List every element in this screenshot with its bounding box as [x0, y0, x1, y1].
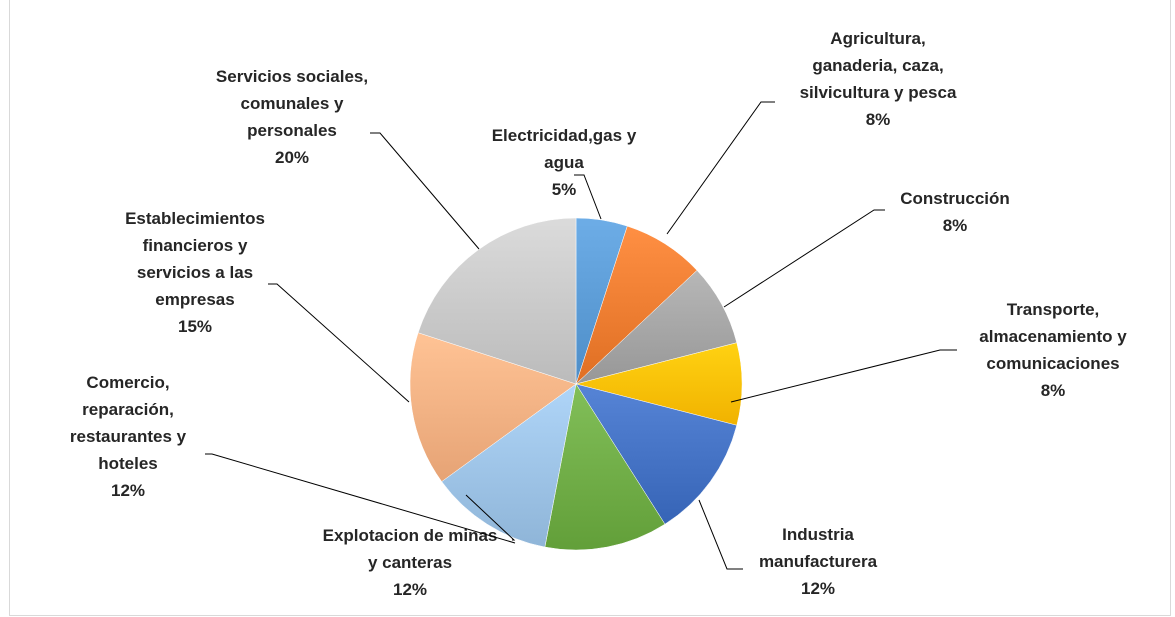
- data-label-value: 8%: [866, 110, 891, 129]
- data-label: Industria manufacturera 12%: [759, 525, 878, 598]
- data-label-text: restaurantes y: [70, 427, 187, 446]
- data-label: Agricultura, ganaderia, caza, silvicultura…: [800, 29, 957, 129]
- data-label-text: Electricidad,gas y: [492, 126, 637, 145]
- data-label-text: comunales y: [241, 94, 345, 113]
- data-label-text: silvicultura y pesca: [800, 83, 957, 102]
- data-label: Explotacion de minas y canteras 12%: [323, 526, 498, 599]
- pie-slice: [441, 383, 577, 548]
- data-label-text: Construcción: [900, 189, 1010, 208]
- pie-slice: [544, 383, 666, 551]
- data-label-value: 12%: [393, 580, 427, 599]
- data-label-value: 12%: [801, 579, 835, 598]
- data-label-text: comunicaciones: [986, 354, 1119, 373]
- data-label: Comercio, reparación, restaurantes y hotele…: [70, 373, 187, 500]
- data-label-value: 15%: [178, 317, 212, 336]
- data-label: Construcción 8%: [900, 189, 1010, 235]
- leader-line: [268, 283, 410, 403]
- data-label-text: Industria: [782, 525, 854, 544]
- data-label-value: 8%: [1041, 381, 1066, 400]
- data-label-value: 5%: [552, 180, 577, 199]
- data-label-value: 8%: [943, 216, 968, 235]
- data-label-text: hoteles: [98, 454, 158, 473]
- pie-slice: [575, 383, 738, 525]
- leader-line: [574, 174, 602, 220]
- data-label-text: empresas: [155, 290, 234, 309]
- data-label-text: Servicios sociales,: [216, 67, 368, 86]
- data-label-text: almacenamiento y: [979, 327, 1127, 346]
- data-label: Transporte, almacenamiento y comunicacione…: [979, 300, 1127, 400]
- data-label-text: agua: [544, 153, 584, 172]
- leader-line: [698, 499, 743, 570]
- data-label-text: financieros y: [143, 236, 248, 255]
- data-label-text: Comercio,: [86, 373, 169, 392]
- data-label-text: manufacturera: [759, 552, 878, 571]
- data-label: Electricidad,gas y agua 5%: [492, 126, 637, 199]
- data-label: Establecimientos financieros y servicios a…: [125, 209, 265, 336]
- data-label: Servicios sociales, comunales y personales…: [216, 67, 368, 167]
- data-label-text: ganaderia, caza,: [812, 56, 943, 75]
- leader-line: [723, 209, 885, 308]
- data-label-text: Transporte,: [1007, 300, 1100, 319]
- data-label-text: reparación,: [82, 400, 174, 419]
- pie-slice: [409, 332, 577, 482]
- leader-line: [205, 453, 516, 544]
- data-label-value: 20%: [275, 148, 309, 167]
- leader-line: [465, 494, 516, 541]
- leader-line: [730, 349, 957, 403]
- data-label-text: Agricultura,: [830, 29, 925, 48]
- data-label-text: y canteras: [368, 553, 452, 572]
- data-label-text: personales: [247, 121, 337, 140]
- leader-line: [370, 132, 480, 250]
- pie-slice: [417, 217, 577, 385]
- leader-line: [666, 101, 775, 235]
- data-label-text: servicios a las: [137, 263, 253, 282]
- data-label-text: Explotacion de minas: [323, 526, 498, 545]
- data-label-value: 12%: [111, 481, 145, 500]
- data-label-text: Establecimientos: [125, 209, 265, 228]
